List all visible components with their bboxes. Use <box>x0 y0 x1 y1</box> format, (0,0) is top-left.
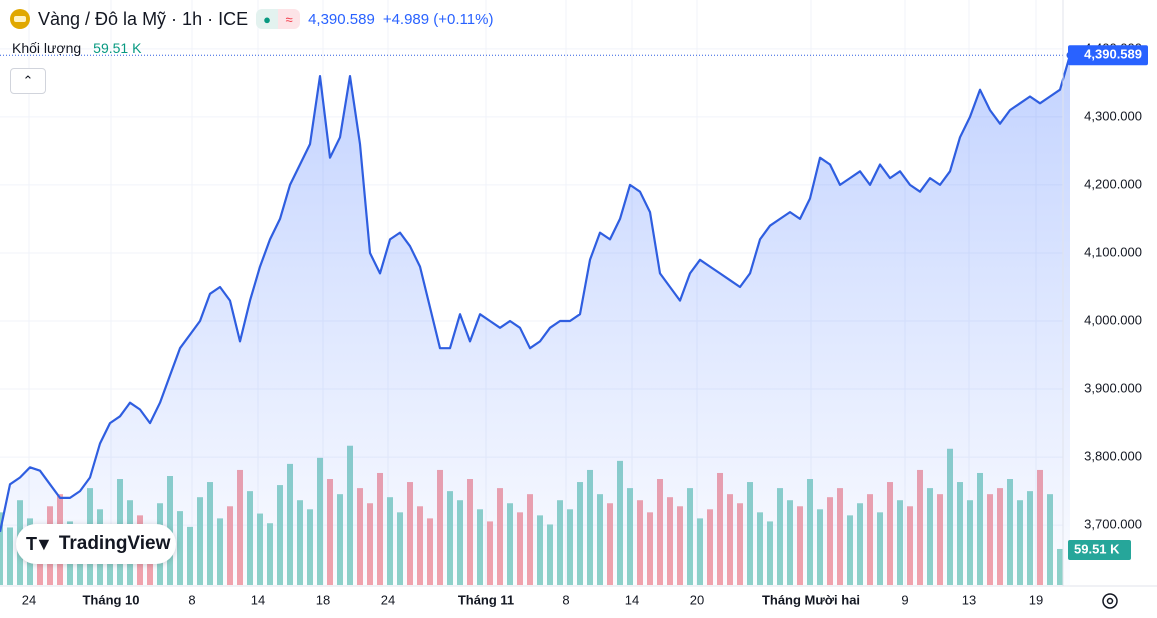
x-tick-label: Tháng Mười hai <box>762 592 860 607</box>
collapse-button[interactable]: ⌃ <box>10 68 46 94</box>
y-tick-label: 4,300.000 <box>1084 108 1142 123</box>
price-area <box>0 55 1070 585</box>
volume-legend: Khối lượng 59.51 K <box>12 40 141 56</box>
y-tick-label: 3,900.000 <box>1084 380 1142 395</box>
last-price: 4,390.589 <box>308 10 375 28</box>
x-tick-label: 20 <box>690 592 704 607</box>
symbol-icon <box>10 9 30 29</box>
x-tick-label: 8 <box>562 592 569 607</box>
y-tick-label: 4,000.000 <box>1084 312 1142 327</box>
x-tick-label: 19 <box>1029 592 1043 607</box>
logo-text: TradingView <box>58 533 171 554</box>
y-tick-label: 3,800.000 <box>1084 449 1142 464</box>
settings-icon[interactable] <box>1102 593 1118 609</box>
x-tick-label: 14 <box>251 592 265 607</box>
status-pill[interactable]: ● ≈ <box>256 9 301 29</box>
x-tick-label: 8 <box>188 592 195 607</box>
price-tag-label: 4,390.589 <box>1084 47 1142 62</box>
x-tick-label: Tháng 10 <box>82 592 139 607</box>
price-change: +4.989 (+0.11%) <box>382 10 494 28</box>
y-tick-label: 4,100.000 <box>1084 244 1142 259</box>
price-tag <box>1068 45 1148 66</box>
x-tick-label: 24 <box>22 592 36 607</box>
x-tick-label: 13 <box>962 592 976 607</box>
symbol-title[interactable]: Vàng / Đô la Mỹ · 1h · ICE <box>38 8 249 29</box>
x-tick-label: 24 <box>381 592 395 607</box>
x-tick-label: 14 <box>625 592 639 607</box>
y-tick-label: 4,200.000 <box>1084 176 1142 191</box>
logo[interactable]: T▼ TradingView <box>16 524 176 564</box>
x-tick-label: Tháng 11 <box>458 592 514 607</box>
price-line <box>0 54 1072 533</box>
x-tick-label: 9 <box>901 592 908 607</box>
volume-tag <box>1068 540 1131 560</box>
header: Vàng / Đô la Mỹ · 1h · ICE ● ≈ 4,390.589 … <box>10 6 493 32</box>
x-tick-label: 18 <box>316 592 330 607</box>
volume-tag-label: 59.51 K <box>1074 541 1120 556</box>
y-tick-label: 3,700.000 <box>1084 517 1142 532</box>
volume-label: Khối lượng <box>12 40 82 56</box>
volume-value: 59.51 K <box>93 40 142 56</box>
